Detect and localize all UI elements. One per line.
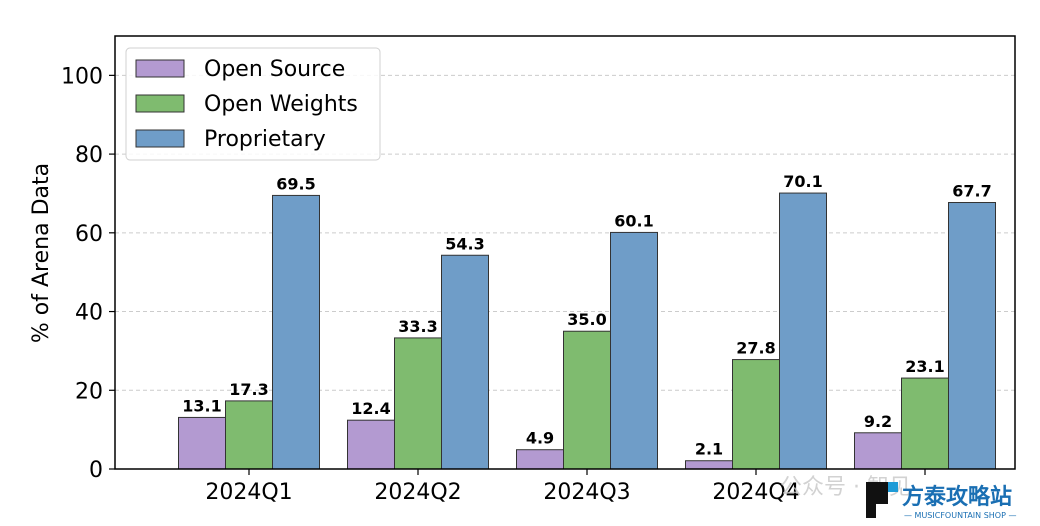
data-label-3-2: 70.1 (783, 172, 822, 191)
x-tick-label-1: 2024Q2 (374, 480, 461, 505)
y-tick-label-2: 40 (75, 301, 103, 326)
x-tick-label-0: 2024Q1 (205, 480, 292, 505)
legend-swatch-0 (135, 59, 185, 78)
watermark-brand: 方泰攻略站 (902, 484, 1012, 510)
legend-label-1: Open Weights (204, 92, 358, 117)
y-tick-label-0: 0 (89, 458, 103, 483)
data-label-2-0: 4.9 (526, 429, 554, 448)
bar-4-1 (901, 377, 949, 470)
bar-1-2 (441, 254, 489, 470)
bar-4-0 (854, 432, 902, 470)
bars (178, 192, 996, 470)
data-label-2-2: 60.1 (614, 211, 653, 230)
plot-frame (114, 35, 1016, 470)
y-tick-label-3: 60 (75, 222, 103, 247)
data-label-3-1: 27.8 (736, 339, 775, 358)
y-tick-label-1: 20 (75, 379, 103, 404)
axes: 0 20 40 60 80 100 2024Q1 2024Q2 2024Q3 2024Q4 (61, 35, 1016, 505)
data-label-3-0: 2.1 (695, 440, 723, 459)
data-label-4-2: 67.7 (952, 182, 991, 201)
legend: Open Source Open Weights Proprietary (125, 47, 381, 161)
bar-0-2 (272, 194, 320, 470)
bar-3-0 (685, 460, 733, 470)
legend-swatch-2 (135, 129, 185, 148)
legend-swatch-1 (135, 94, 185, 113)
data-label-1-2: 54.3 (445, 234, 484, 253)
bar-3-1 (732, 359, 780, 470)
x-tick-label-2: 2024Q3 (543, 480, 630, 505)
y-tick-label-5: 100 (61, 64, 103, 89)
bar-0-1 (225, 400, 273, 470)
bar-1-0 (347, 419, 395, 470)
watermark-logo-icon (866, 482, 898, 518)
y-axis-title: % of Arena Data (29, 163, 54, 343)
watermark: 公众号 · 智见 方泰攻略站 — MUSICFOUNTAIN SHOP — (780, 475, 1016, 520)
data-label-1-0: 12.4 (351, 399, 390, 418)
bar-2-1 (563, 330, 611, 470)
bar-1-1 (394, 337, 442, 470)
data-label-1-1: 33.3 (398, 317, 437, 336)
bar-2-2 (610, 231, 658, 470)
data-label-0-0: 13.1 (182, 396, 221, 415)
data-label-4-1: 23.1 (905, 357, 944, 376)
bar-0-0 (178, 416, 226, 470)
data-label-4-0: 9.2 (864, 412, 892, 431)
legend-label-0: Open Source (204, 57, 345, 82)
data-label-2-1: 35.0 (567, 310, 606, 329)
data-label-0-2: 69.5 (276, 174, 315, 193)
bar-4-2 (948, 202, 996, 470)
y-tick-label-4: 80 (75, 143, 103, 168)
x-tick-label-3: 2024Q4 (712, 480, 799, 505)
legend-label-2: Proprietary (204, 127, 326, 152)
legend-box (125, 47, 381, 161)
bar-3-2 (779, 192, 827, 470)
bar-2-0 (516, 449, 564, 470)
watermark-sub: — MUSICFOUNTAIN SHOP — (904, 511, 1016, 520)
data-label-0-1: 17.3 (229, 380, 268, 399)
data-labels: 13.1 17.3 69.5 12.4 33.3 54.3 4.9 35.0 60.1 2.1 27… (182, 172, 991, 459)
